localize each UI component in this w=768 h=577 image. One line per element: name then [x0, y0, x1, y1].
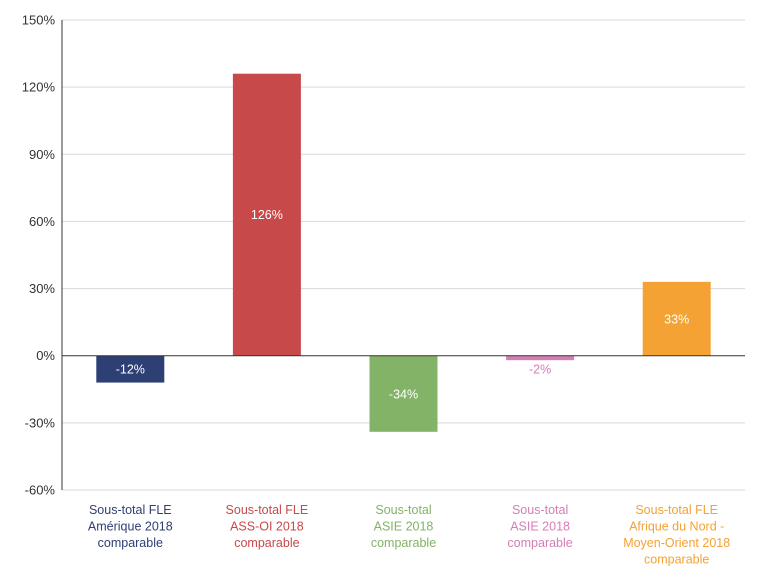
category-label: ASIE 2018 — [510, 520, 570, 534]
category-label: Afrique du Nord - — [629, 520, 724, 534]
category-label: comparable — [644, 553, 709, 567]
y-tick-label: 150% — [22, 13, 56, 28]
y-tick-label: 30% — [29, 281, 55, 296]
bar — [506, 355, 575, 361]
data-label: -12% — [116, 363, 145, 377]
y-tick-label: 0% — [36, 348, 55, 363]
category-label: ASIE 2018 — [374, 520, 434, 534]
bar — [642, 281, 711, 356]
category-label: comparable — [98, 536, 163, 550]
data-label: -2% — [529, 363, 551, 377]
bar — [232, 73, 301, 356]
category-label: Sous-total — [375, 503, 431, 517]
y-tick-label: 90% — [29, 147, 55, 162]
data-labels: -12% 126% -34% -2% 33% — [116, 208, 690, 401]
x-axis: Sous-total FLE Amérique 2018 comparable Sou… — [62, 355, 745, 567]
y-tick-label: -60% — [25, 483, 56, 498]
data-label: 126% — [251, 208, 283, 222]
y-tick-label: -30% — [25, 415, 56, 430]
y-tick-label: 120% — [22, 80, 56, 95]
category-label: Sous-total FLE — [635, 503, 718, 517]
bars — [96, 73, 711, 432]
category-label: Moyen-Orient 2018 — [623, 536, 730, 550]
bar — [96, 355, 165, 383]
category-label: Sous-total FLE — [89, 503, 172, 517]
y-tick-label: 60% — [29, 214, 55, 229]
category-label: comparable — [507, 536, 572, 550]
category-label: comparable — [371, 536, 436, 550]
y-axis: 150% 120% 90% 60% 30% 0% -30% -60% — [22, 13, 63, 498]
category-label: Sous-total — [512, 503, 568, 517]
category-label: comparable — [234, 536, 299, 550]
data-label: -34% — [389, 387, 418, 401]
category-label: Sous-total FLE — [226, 503, 309, 517]
category-label: ASS-OI 2018 — [230, 520, 304, 534]
category-label: Amérique 2018 — [88, 520, 173, 534]
bar — [369, 355, 438, 432]
data-label: 33% — [664, 312, 689, 326]
